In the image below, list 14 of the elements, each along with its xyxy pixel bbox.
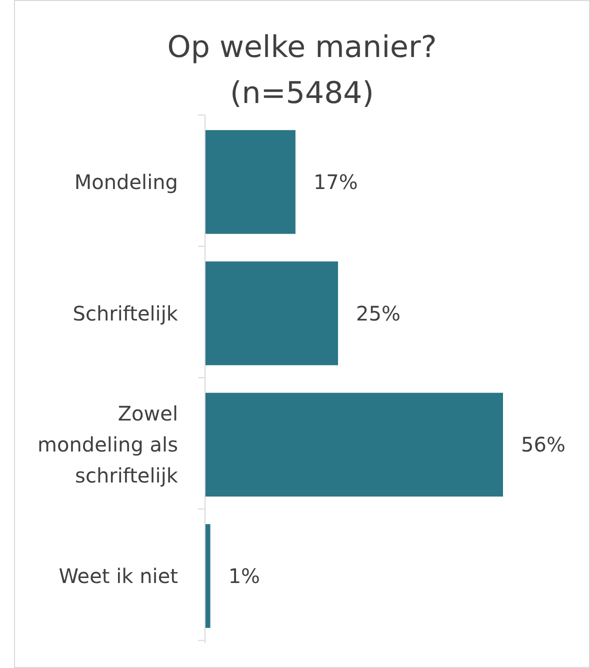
bar <box>205 392 503 497</box>
chart-subtitle: (n=5484) <box>230 76 374 111</box>
data-label: 1% <box>228 564 260 588</box>
bar <box>205 261 338 366</box>
y-tick-label: Mondeling <box>74 170 178 194</box>
data-label: 17% <box>313 170 358 194</box>
bar <box>205 524 210 628</box>
bar <box>205 130 296 234</box>
chart-title: Op welke manier? <box>167 30 437 65</box>
y-tick-label: Schriftelijk <box>72 301 178 326</box>
y-tick-label: Weet ik niet <box>58 564 178 588</box>
data-label: 56% <box>521 432 566 457</box>
data-label: 25% <box>356 301 400 326</box>
y-tick-label: Zowel mondeling als schriftelijk <box>38 402 178 488</box>
